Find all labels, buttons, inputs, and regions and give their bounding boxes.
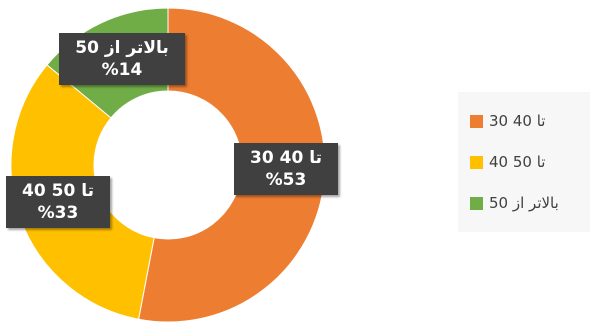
legend-swatch [470,155,483,169]
data-label-slice-40-50: 40 تا 50 %33 [6,176,110,228]
slice-name-text: بالاتر از 50 [75,38,169,58]
legend-item-40-50: 40 تا 50 [470,151,545,173]
data-label-slice-above-50: بالاتر از 50 %14 [59,33,185,85]
slice-name-text: 30 تا 40 [250,148,322,168]
data-label-slice-30-40: 30 تا 40 %53 [234,143,338,195]
legend-label: بالاتر از 50 [489,194,559,212]
slice-percent-text: %53 [265,170,307,190]
legend-swatch [470,114,483,128]
legend-label: 40 تا 50 [489,153,546,171]
slice-percent-text: %14 [101,60,143,80]
doughnut-slice-0 [137,7,326,322]
slice-percent-text: %33 [37,203,79,223]
legend-item-30-40: 30 تا 40 [470,110,545,132]
legend-label: 30 تا 40 [489,112,546,130]
chart-legend: 30 تا 40 40 تا 50 بالاتر از 50 [458,92,590,232]
legend-swatch [470,196,483,210]
legend-item-above-50: بالاتر از 50 [470,192,559,214]
slice-name-text: 40 تا 50 [22,181,94,201]
